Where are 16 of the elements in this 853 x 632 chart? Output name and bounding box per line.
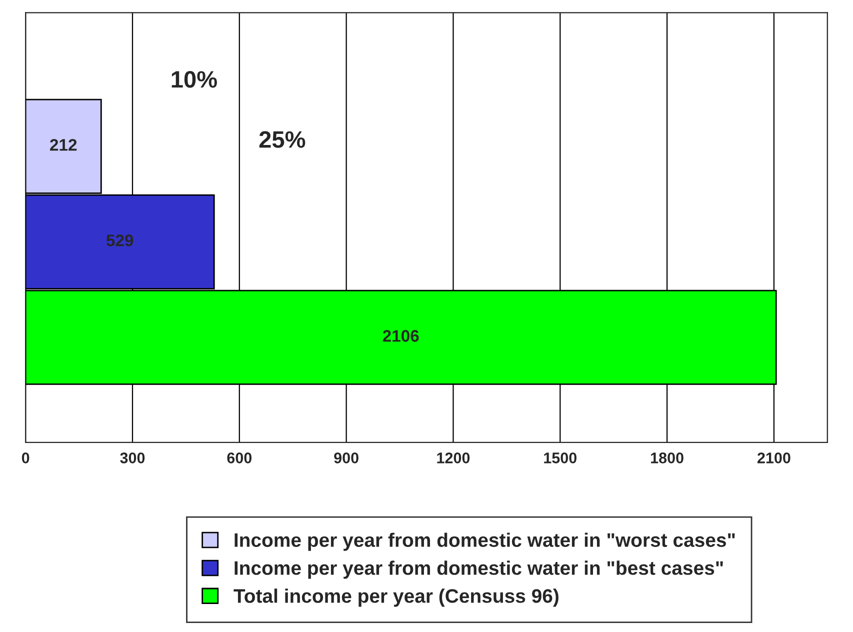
- legend-label: Total income per year (Censuss 96): [234, 588, 558, 607]
- legend-label: Income per year from domestic water in "best cases": [234, 560, 723, 579]
- annotation: 10%: [172, 71, 217, 88]
- x-tick-label: 0: [22, 452, 30, 464]
- data-label: 212: [50, 139, 77, 151]
- data-label: 2106: [382, 330, 419, 342]
- data-label: 529: [106, 234, 134, 246]
- legend-label: Income per year from domestic water in "worst cases": [234, 532, 735, 551]
- x-tick-label: 2100: [757, 452, 790, 464]
- x-tick-label: 1800: [651, 452, 684, 464]
- x-tick-label: 1500: [544, 452, 577, 464]
- annotation: 25%: [259, 131, 306, 148]
- x-tick-label: 900: [334, 452, 358, 464]
- x-tick-label: 600: [227, 452, 252, 464]
- x-tick-label: 1200: [437, 452, 470, 464]
- x-tick-label: 300: [120, 452, 145, 464]
